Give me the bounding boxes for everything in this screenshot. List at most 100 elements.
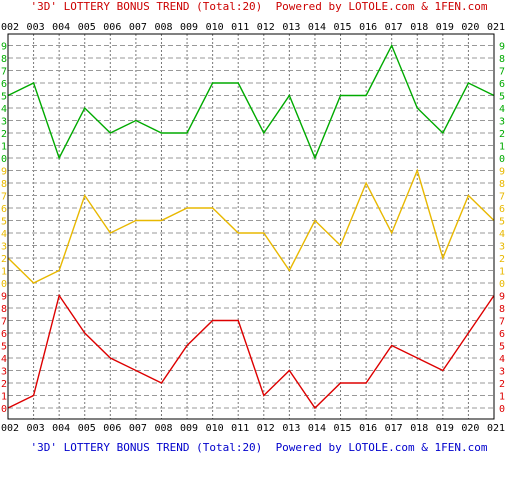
y-tick-label-right: 6 [499, 329, 505, 340]
y-tick-label-right: 9 [499, 42, 505, 53]
y-tick-label-right: 1 [499, 392, 505, 403]
y-tick-label-right: 5 [499, 342, 505, 353]
x-tick-label-bottom: 020 [461, 423, 479, 434]
x-tick-label-top: 005 [78, 22, 96, 33]
y-tick-label-left: 6 [1, 79, 7, 90]
chart-title: '3D' LOTTERY BONUS TREND (Total:20) [30, 0, 263, 13]
y-tick-label-left: 7 [1, 192, 7, 203]
y-tick-label-right: 5 [499, 217, 505, 228]
x-tick-label-top: 012 [257, 22, 275, 33]
x-tick-label-bottom: 021 [487, 423, 505, 434]
y-tick-label-right: 0 [499, 404, 505, 415]
x-tick-label-bottom: 007 [129, 423, 147, 434]
x-tick-label-bottom: 014 [308, 423, 326, 434]
chart-footer: '3D' LOTTERY BONUS TREND (Total:20) Powe… [0, 441, 518, 455]
x-tick-label-top: 018 [410, 22, 428, 33]
x-tick-label-bottom: 018 [410, 423, 428, 434]
x-tick-label-bottom: 004 [52, 423, 70, 434]
y-tick-label-right: 7 [499, 67, 505, 78]
y-tick-label-left: 7 [1, 317, 7, 328]
x-axis-labels: 0020020030030040040050050060060070070080… [1, 22, 505, 434]
y-tick-label-left: 3 [1, 367, 7, 378]
y-tick-label-left: 8 [1, 304, 7, 315]
y-tick-label-right: 4 [499, 104, 505, 115]
y-tick-label-left: 2 [1, 379, 7, 390]
x-tick-label-bottom: 003 [27, 423, 45, 434]
x-tick-label-top: 015 [333, 22, 351, 33]
y-tick-label-right: 2 [499, 379, 505, 390]
y-tick-label-right: 6 [499, 204, 505, 215]
x-tick-label-top: 011 [231, 22, 249, 33]
footer-powered-by: Powered by LOTOLE.com & 1FEN.com [275, 441, 488, 454]
x-tick-label-top: 006 [103, 22, 121, 33]
x-tick-label-top: 003 [27, 22, 45, 33]
y-tick-label-right: 9 [499, 167, 505, 178]
y-tick-label-right: 3 [499, 117, 505, 128]
y-tick-label-right: 5 [499, 92, 505, 103]
y-tick-label-left: 0 [1, 404, 7, 415]
y-tick-label-left: 1 [1, 142, 7, 153]
y-tick-label-right: 4 [499, 354, 505, 365]
y-tick-label-right: 7 [499, 317, 505, 328]
x-tick-label-top: 007 [129, 22, 147, 33]
y-axis-labels: 0 01 12 23 34 45 56 67 78 89 90 01 12 23 34 45 56 67 78 89 9… [1, 42, 505, 416]
x-tick-label-top: 008 [154, 22, 172, 33]
x-tick-label-top: 010 [206, 22, 224, 33]
x-tick-label-bottom: 016 [359, 423, 377, 434]
chart-header: '3D' LOTTERY BONUS TREND (Total:20) Powe… [0, 0, 518, 14]
x-tick-label-top: 002 [1, 22, 19, 33]
x-tick-label-top: 021 [487, 22, 505, 33]
x-tick-label-bottom: 002 [1, 423, 19, 434]
y-tick-label-left: 7 [1, 67, 7, 78]
y-tick-label-right: 2 [499, 129, 505, 140]
y-tick-label-right: 8 [499, 179, 505, 190]
y-tick-label-right: 3 [499, 242, 505, 253]
y-tick-label-left: 5 [1, 217, 7, 228]
x-tick-label-bottom: 011 [231, 423, 249, 434]
x-tick-label-bottom: 005 [78, 423, 96, 434]
x-tick-label-top: 020 [461, 22, 479, 33]
x-tick-label-bottom: 008 [154, 423, 172, 434]
y-tick-label-left: 3 [1, 117, 7, 128]
y-tick-label-right: 6 [499, 79, 505, 90]
y-tick-label-right: 1 [499, 267, 505, 278]
y-tick-label-left: 5 [1, 92, 7, 103]
y-tick-label-left: 2 [1, 129, 7, 140]
y-tick-label-right: 0 [499, 154, 505, 165]
y-tick-label-left: 8 [1, 179, 7, 190]
x-tick-label-bottom: 006 [103, 423, 121, 434]
grid [7, 34, 495, 419]
x-tick-label-bottom: 019 [436, 423, 454, 434]
x-tick-label-bottom: 013 [282, 423, 300, 434]
chart-frame [7, 33, 495, 420]
y-tick-label-right: 7 [499, 192, 505, 203]
y-tick-label-left: 4 [1, 229, 7, 240]
x-tick-label-bottom: 009 [180, 423, 198, 434]
y-tick-label-left: 9 [1, 167, 7, 178]
y-tick-label-left: 6 [1, 329, 7, 340]
x-tick-label-top: 009 [180, 22, 198, 33]
y-tick-label-right: 2 [499, 254, 505, 265]
x-tick-label-top: 013 [282, 22, 300, 33]
y-tick-label-left: 1 [1, 392, 7, 403]
footer-title: '3D' LOTTERY BONUS TREND (Total:20) [30, 441, 263, 454]
x-tick-label-bottom: 012 [257, 423, 275, 434]
x-tick-label-top: 019 [436, 22, 454, 33]
x-tick-label-bottom: 010 [206, 423, 224, 434]
x-tick-label-top: 016 [359, 22, 377, 33]
x-tick-label-bottom: 015 [333, 423, 351, 434]
x-tick-label-top: 004 [52, 22, 70, 33]
y-tick-label-left: 5 [1, 342, 7, 353]
y-tick-label-left: 3 [1, 242, 7, 253]
y-tick-label-left: 9 [1, 42, 7, 53]
y-tick-label-right: 8 [499, 54, 505, 65]
y-tick-label-right: 3 [499, 367, 505, 378]
y-tick-label-right: 1 [499, 142, 505, 153]
y-tick-label-left: 8 [1, 54, 7, 65]
y-tick-label-left: 0 [1, 279, 7, 290]
y-tick-label-right: 0 [499, 279, 505, 290]
series-line-top [7, 43, 495, 160]
y-tick-label-right: 8 [499, 304, 505, 315]
